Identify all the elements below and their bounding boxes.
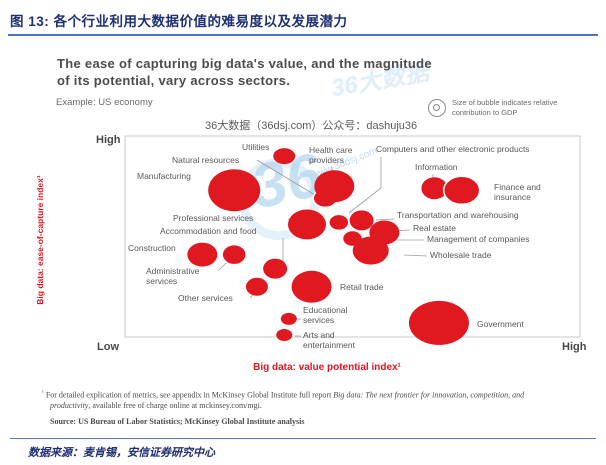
- origin-low-label: Low: [97, 341, 119, 353]
- mckinsey-source-line: Source: US Bureau of Labor Statistics; M…: [50, 417, 305, 426]
- label-government: Government: [477, 319, 524, 329]
- label-manufacturing: Manufacturing: [137, 171, 191, 181]
- x-axis-title: Big data: value potential index¹: [253, 362, 401, 373]
- concentric-circles-icon: [428, 99, 446, 117]
- plot-border: [124, 135, 581, 338]
- watermark-text: 36大数据（36dsj.com）公众号：dashuju36: [205, 120, 418, 132]
- leader-wholesale-trade: [403, 254, 428, 257]
- data-source-line: 数据来源：麦肯锡，安信证券研究中心: [28, 447, 215, 459]
- label-educational-services: Educational services: [303, 305, 348, 325]
- chart-subtitle: Example: US economy: [56, 97, 153, 108]
- chart-title-line2: of its potential, vary across sectors.: [57, 73, 291, 88]
- bubble-transportation-and-warehousing: [349, 210, 374, 231]
- footnote-pre: For detailed explication of metrics, see…: [43, 390, 334, 400]
- header-divider: [8, 34, 598, 36]
- y-axis-title: Big data: ease-of-capture index¹: [35, 175, 45, 305]
- leader-transportation-and-warehousing: [375, 218, 395, 221]
- bubble-wholesale-trade: [352, 236, 389, 265]
- footer-divider: [10, 438, 596, 439]
- label-administrative-services: Administrative services: [146, 266, 200, 286]
- footnote-report-title: Big data: The next frontier for innovati…: [50, 390, 525, 411]
- label-retail-trade: Retail trade: [340, 282, 384, 292]
- label-construction: Construction: [128, 243, 176, 253]
- label-finance-and-insurance: Finance and insurance: [494, 182, 541, 202]
- concentric-circles-inner-icon: [433, 104, 440, 111]
- bubble-health-care-providers: [314, 170, 355, 203]
- label-health-care-providers: Health care providers: [309, 145, 353, 165]
- legend-text-line2: contribution to GDP: [452, 107, 518, 117]
- legend-text-line1: Size of bubble indicates relative: [452, 98, 558, 107]
- footnote-marker: ¹: [42, 390, 44, 396]
- label-accommodation-and-food: Accommodation and food: [160, 226, 257, 236]
- label-transportation-and-warehousing: Transportation and warehousing: [397, 210, 519, 220]
- label-computers-and-other-electronic-products: Computers and other electronic products: [376, 144, 530, 154]
- x-axis-high-label: High: [562, 341, 587, 353]
- label-information: Information: [415, 162, 458, 172]
- footnote-post: , available free of charge online at mck…: [88, 401, 262, 411]
- bubble-professional-services: [288, 209, 326, 240]
- bubble-computers-and-other-electronic-products: [328, 213, 350, 232]
- bubble-utilities: [273, 148, 296, 165]
- bubble-educational-services: [280, 312, 297, 325]
- footnote: ¹ For detailed explication of metrics, s…: [42, 388, 560, 412]
- bubble-construction: [187, 242, 218, 267]
- bubble-government: [408, 300, 469, 345]
- label-professional-services: Professional services: [173, 213, 253, 223]
- label-wholesale-trade: Wholesale trade: [430, 250, 492, 260]
- leader-computers-and-other-electronic-products: [348, 157, 382, 214]
- label-other-services: Other services: [178, 293, 233, 303]
- leader-natural-resources: [256, 159, 316, 196]
- bubble-arts-and-entertainment: [276, 328, 293, 341]
- figure-caption: 图 13: 各个行业利用大数据价值的难易度以及发展潜力: [10, 14, 348, 29]
- legend-text: Size of bubble indicates relative contri…: [452, 98, 602, 117]
- bubble-information: [421, 177, 448, 200]
- bubble-other-services: [245, 277, 268, 296]
- chart-title-line1: The ease of capturing big data's value, …: [57, 56, 432, 71]
- label-real-estate: Real estate: [413, 223, 456, 233]
- y-axis-high-label: High: [96, 134, 121, 146]
- bubble-accommodation-and-food: [263, 258, 288, 279]
- label-management-of-companies: Management of companies: [427, 234, 530, 244]
- label-natural-resources: Natural resources: [172, 155, 239, 165]
- bubble-retail-trade: [291, 270, 332, 303]
- bubble-manufacturing: [208, 169, 261, 212]
- label-arts-and-entertainment: Arts and entertainment: [303, 330, 356, 350]
- label-utilities: Utilities: [242, 142, 269, 152]
- bubble-administrative-services: [221, 243, 247, 266]
- bubble-finance-and-insurance: [442, 175, 481, 206]
